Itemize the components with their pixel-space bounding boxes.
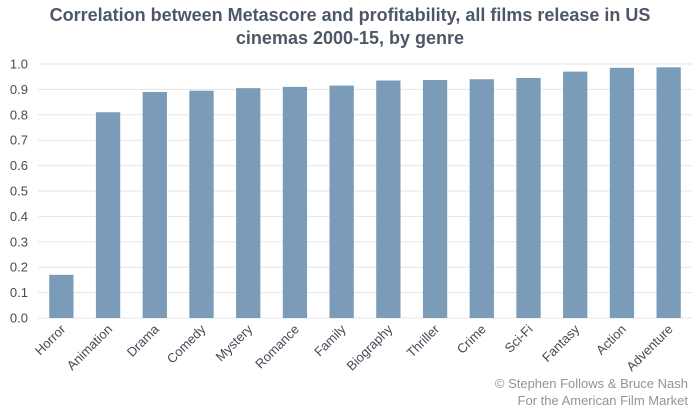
chart-title-line-1: Correlation between Metascore and profit… (49, 5, 651, 25)
x-category-label: Thriller (403, 321, 442, 360)
x-category-label: Fantasy (539, 321, 583, 365)
bar-horror (49, 274, 74, 318)
chart-title: Correlation between Metascore and profit… (0, 4, 700, 50)
credit-line-2: For the American Film Market (517, 393, 689, 408)
y-tick-label: 0.1 (10, 285, 28, 300)
bar-animation (95, 112, 121, 318)
bar-drama (142, 91, 167, 318)
gridlines (38, 63, 692, 319)
y-tick-label: 1.0 (10, 57, 28, 72)
x-category-label: Animation (64, 322, 115, 373)
credit: © Stephen Follows & Bruce Nash For the A… (495, 375, 688, 409)
bars (49, 67, 681, 319)
y-tick-label: 0.7 (10, 133, 28, 148)
bar-biography (376, 80, 401, 318)
y-tick-label: 0.8 (10, 107, 28, 122)
bar-thriller (422, 80, 448, 318)
x-category-label: Action (593, 322, 629, 358)
chart-title-line-2: cinemas 2000-15, by genre (235, 28, 465, 48)
x-category-label: Horror (32, 321, 69, 358)
y-tick-label: 0.5 (10, 184, 28, 199)
bar-romance (282, 86, 308, 318)
x-category-label: Drama (124, 321, 163, 360)
bar-mystery (236, 88, 261, 318)
y-tick-label: 0.4 (10, 209, 28, 224)
bar-adventure (656, 67, 681, 318)
x-category-label: Sci-Fi (502, 321, 536, 355)
bar-comedy (189, 90, 214, 318)
x-category-label: Family (311, 321, 349, 359)
x-category-label: Romance (252, 322, 302, 372)
bar-fantasy (563, 71, 588, 319)
bar-sci-fi (516, 77, 541, 318)
bar-action (609, 67, 635, 318)
y-tick-label: 0.9 (10, 82, 28, 97)
y-tick-label: 0.2 (10, 260, 28, 275)
y-axis-ticks: 0.0 0.1 0.2 0.3 0.4 0.5 0.6 0.7 0.8 0.9 1.0 (10, 57, 28, 326)
x-category-label: Adventure (623, 322, 676, 375)
bar-family (329, 85, 354, 318)
credit-line-1: © Stephen Follows & Bruce Nash (494, 376, 688, 391)
y-tick-label: 0.6 (10, 158, 28, 173)
x-category-label: Mystery (213, 321, 256, 364)
x-category-label: Comedy (164, 321, 209, 366)
x-category-label: Biography (343, 321, 395, 373)
x-category-label: Crime (454, 322, 489, 357)
bar-crime (469, 79, 494, 319)
y-tick-label: 0.3 (10, 234, 28, 249)
y-tick-label: 0.0 (10, 311, 28, 326)
